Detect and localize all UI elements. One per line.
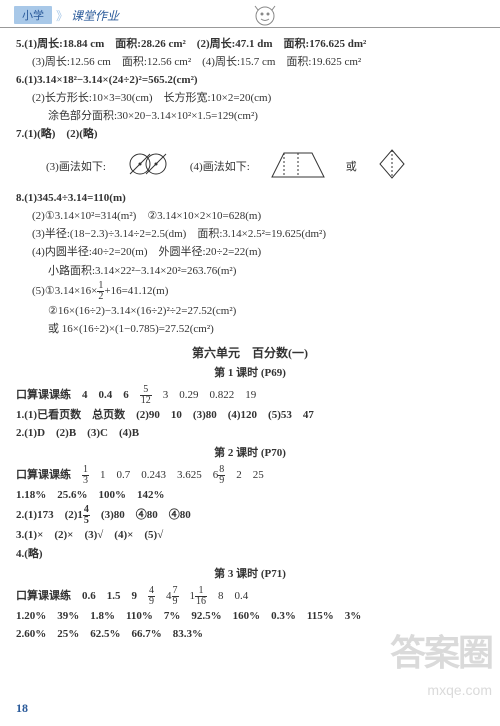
mental3: 口算课课练 0.6 1.5 9 49 479 1116 8 0.4 — [16, 586, 484, 607]
u6-q1: 1.(1)已看页数 总页数 (2)90 10 (3)80 (4)120 (5)5… — [16, 407, 484, 424]
lesson1-title: 第 1 课时 (P69) — [16, 365, 484, 382]
u6-q2: 2.(1)D (2)B (3)C (4)B — [16, 425, 484, 442]
mental1: 口算课课练 4 0.4 6 512 3 0.29 0.822 19 — [16, 385, 484, 406]
q8-l4: (4)内圆半径:40÷2=20(m) 外圆半径:20÷2=22(m) — [16, 244, 484, 261]
page-number: 18 — [16, 701, 28, 716]
q5-l2: (3)周长:12.56 cm 面积:12.56 cm² (4)周长:15.7 c… — [16, 54, 484, 71]
u6-q22: 2.(1)173 (2)145 (3)80 ④80 ④80 — [16, 505, 484, 526]
watermark-logo: 答案圈 — [390, 624, 492, 676]
q5-l1: 5.(1)周长:18.84 cm 面积:28.26 cm² (2)周长:47.1… — [16, 36, 484, 53]
q6-l1: 6.(1)3.14×18²−3.14×(24÷2)²=565.2(cm²) — [16, 72, 484, 89]
q8-l5: 小路面积:3.14×22²−3.14×20²=263.76(m²) — [16, 263, 484, 280]
u6-q21: 1.18% 25.6% 100% 142% — [16, 487, 484, 504]
q7-l3: (4)画法如下: — [190, 159, 250, 176]
q8-l8: 或 16×(16÷2)×(1−0.785)=27.52(cm²) — [16, 321, 484, 338]
lesson3-title: 第 3 课时 (P71) — [16, 566, 484, 583]
kite-figure — [377, 147, 407, 187]
q7-l1: 7.(1)(略) (2)(略) — [16, 126, 484, 143]
q8-l2: (2)①3.14×10²=314(m²) ②3.14×10×2×10=628(m… — [16, 208, 484, 225]
q8-l1: 8.(1)345.4÷3.14=110(m) — [16, 190, 484, 207]
or-text: 或 — [346, 159, 357, 176]
u6-q24: 4.(略) — [16, 546, 484, 563]
mascot-icon — [250, 2, 280, 30]
trapezoid-figure — [270, 147, 326, 187]
chevron-icon: 》 — [56, 7, 68, 24]
u6-q31: 1.20% 39% 1.8% 110% 7% 92.5% 160% 0.3% 1… — [16, 608, 484, 625]
header-title: 课堂作业 — [71, 7, 119, 24]
q8-l3: (3)半径:(18−2.3)÷3.14÷2=2.5(dm) 面积:3.14×2.… — [16, 226, 484, 243]
circles-figure — [126, 148, 170, 186]
q6-l3: 涂色部分面积:30×20−3.14×10²×1.5=129(cm²) — [16, 108, 484, 125]
lesson2-title: 第 2 课时 (P70) — [16, 445, 484, 462]
q6-l2: (2)长方形长:10×3=30(cm) 长方形宽:10×2=20(cm) — [16, 90, 484, 107]
unit6-title: 第六单元 百分数(一) — [16, 344, 484, 363]
watermark-url: mxqe.com — [427, 682, 492, 698]
q8-l7: ②16×(16÷2)−3.14×(16÷2)²÷2=27.52(cm²) — [16, 303, 484, 320]
u6-q23: 3.(1)× (2)× (3)√ (4)× (5)√ — [16, 527, 484, 544]
q8-l6: (5)①3.14×16×12+16=41.12(m) — [16, 281, 484, 302]
grade-tag: 小学 — [14, 6, 52, 24]
mental2: 口算课课练 13 1 0.7 0.243 3.625 689 2 25 — [16, 465, 484, 486]
q7-l2: (3)画法如下: — [46, 159, 106, 176]
